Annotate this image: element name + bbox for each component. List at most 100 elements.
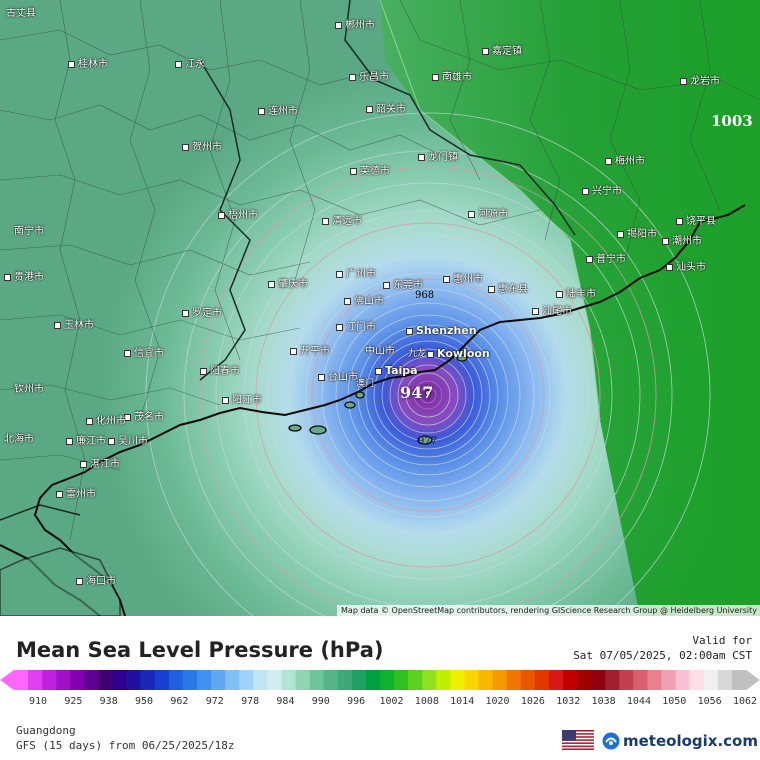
city-marker-icon (258, 107, 265, 115)
city-label: 阳江市 (222, 391, 262, 406)
colorbar-swatch (563, 670, 578, 690)
colorbar-swatch (605, 670, 620, 690)
coastline (33, 204, 746, 616)
city-label: 连州市 (258, 102, 298, 117)
colorbar-swatch (548, 670, 564, 690)
city-marker-icon (586, 255, 593, 263)
colorbar-swatch (731, 670, 747, 690)
colorbar-swatch (197, 670, 212, 690)
colorbar-tick-label: 1014 (450, 696, 475, 707)
city-marker-icon (443, 275, 450, 283)
colorbar-tick-label: 996 (347, 696, 366, 707)
colorbar-swatch (267, 670, 282, 690)
brand-logo[interactable]: meteologix.com (602, 730, 758, 752)
colorbar-tick-label: 1026 (520, 696, 545, 707)
city-label: 贺州市 (182, 138, 222, 153)
city-marker-icon (676, 217, 683, 225)
city-marker-icon (344, 297, 351, 305)
colorbar-swatch (281, 670, 297, 690)
colorbar-swatch (394, 670, 409, 690)
page-title: Mean Sea Level Pressure (hPa) (16, 638, 384, 662)
city-label: 汕尾市 (532, 302, 572, 317)
city-marker-icon (482, 47, 489, 55)
colorbar-tick-label: 1038 (591, 696, 616, 707)
city-label: 信宜市 (124, 344, 164, 359)
colorbar-swatch (492, 670, 508, 690)
city-marker-icon (383, 281, 390, 289)
colorbar-swatch (478, 670, 494, 690)
colorbar-swatch (309, 670, 325, 690)
us-flag-icon[interactable] (562, 730, 594, 750)
city-marker-icon (366, 105, 373, 113)
city-label: 英德市 (350, 162, 390, 177)
city-marker-icon (468, 210, 475, 218)
legend-panel: Mean Sea Level Pressure (hPa) Valid for … (0, 616, 760, 760)
city-label: 桂林市 (68, 55, 108, 70)
colorbar-tick-label: 1044 (626, 696, 651, 707)
colorbar-swatch (323, 670, 339, 690)
city-label: 梧州市 (218, 206, 258, 221)
city-marker-icon (222, 396, 229, 404)
city-marker-icon (76, 577, 83, 585)
isobar-label-977: 977 (418, 436, 438, 447)
pressure-colorbar (0, 670, 760, 690)
isobar-label-968: 968 (415, 290, 435, 301)
colorbar-swatch (619, 670, 634, 690)
colorbar-swatch (211, 670, 226, 690)
colorbar-swatch (351, 670, 367, 690)
colorbar-swatch (182, 670, 198, 690)
colorbar-swatch (14, 670, 29, 690)
colorbar-swatch (112, 670, 128, 690)
city-marker-icon (605, 157, 612, 165)
city-label: 河源市 (468, 205, 508, 220)
city-label: 澳门 (356, 379, 375, 389)
storm-center-pressure: 947 (400, 383, 434, 402)
city-label: 台山市 (318, 368, 358, 383)
colorbar-arrow-high (746, 670, 760, 690)
city-label: 北海市 (4, 434, 34, 445)
city-label: 南宁市 (14, 226, 44, 237)
colorbar-tick-label: 1032 (556, 696, 581, 707)
map-attribution[interactable]: Map data © OpenStreetMap contributors, r… (337, 605, 760, 616)
city-label: 古丈县 (6, 8, 36, 19)
colorbar-swatch (661, 670, 677, 690)
city-label: 清远市 (322, 212, 362, 227)
colorbar-tick-label: 925 (64, 696, 83, 707)
colorbar-tick-label: 1008 (414, 696, 439, 707)
islands (288, 354, 468, 445)
city-label: 揭阳市 (617, 225, 657, 240)
city-label: 茂名市 (124, 408, 164, 423)
city-label: 梅州市 (605, 152, 645, 167)
colorbar-swatch (42, 670, 57, 690)
pressure-map[interactable]: 968 1003 977 947 古丈县 郴州市 桂林市 江永 乐昌市 韶关市 … (0, 0, 760, 616)
city-marker-icon (54, 321, 61, 329)
city-marker-icon (322, 217, 329, 225)
colorbar-swatch (140, 670, 156, 690)
colorbar-swatch (675, 670, 691, 690)
model-run-label: GFS (15 days) from 06/25/2025/18z (16, 739, 235, 752)
colorbar-swatch (295, 670, 311, 690)
city-marker-icon (432, 73, 439, 81)
colorbar-swatch (577, 670, 592, 690)
city-marker-icon (182, 309, 189, 317)
province-borders (0, 0, 576, 521)
city-label: 惠东县 (488, 280, 528, 295)
city-label-taipa: Taipa (375, 364, 418, 377)
city-marker-icon (349, 73, 356, 81)
city-label: 广州市 (336, 265, 376, 280)
colorbar-swatch (337, 670, 353, 690)
valid-for-label: Valid for (692, 634, 752, 647)
city-marker-icon (350, 167, 357, 175)
city-marker-icon (617, 230, 624, 238)
colorbar-swatch (253, 670, 268, 690)
city-marker-icon (86, 417, 93, 425)
colorbar-swatch (422, 670, 437, 690)
city-label: 玉林市 (54, 316, 94, 331)
city-marker-icon (124, 413, 131, 421)
city-marker-icon (427, 350, 434, 358)
city-marker-icon (336, 270, 343, 278)
city-label: 郴州市 (335, 16, 375, 31)
city-label: 东莞市 (383, 276, 423, 291)
colorbar-swatch (28, 670, 43, 690)
colorbar-swatch (591, 670, 606, 690)
